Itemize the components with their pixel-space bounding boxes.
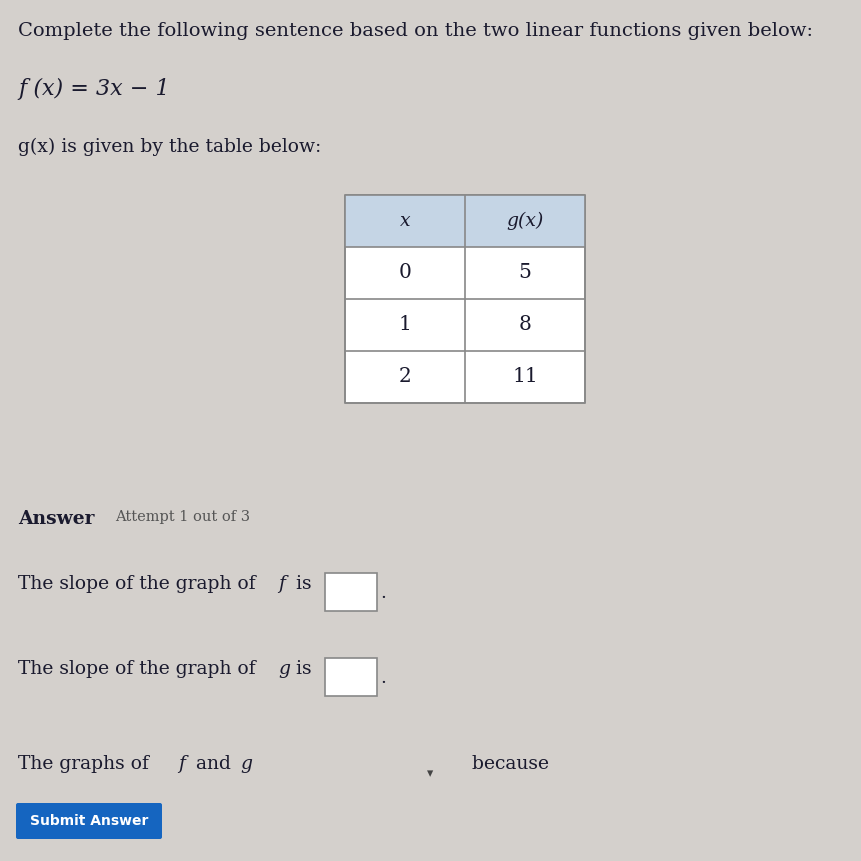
Text: f: f <box>178 755 185 773</box>
Bar <box>325 573 377 611</box>
Text: g(x): g(x) <box>506 212 543 230</box>
Text: 0: 0 <box>399 263 412 282</box>
Text: .: . <box>380 669 386 687</box>
Text: 8: 8 <box>518 315 531 335</box>
Text: Answer: Answer <box>18 510 95 528</box>
Text: g: g <box>278 660 290 678</box>
Text: The graphs of: The graphs of <box>18 755 155 773</box>
Text: because: because <box>460 755 549 773</box>
FancyBboxPatch shape <box>16 803 162 839</box>
Text: .: . <box>380 584 386 602</box>
Bar <box>345 195 585 247</box>
Text: 11: 11 <box>512 368 538 387</box>
Text: Attempt 1 out of 3: Attempt 1 out of 3 <box>115 510 251 524</box>
Text: 1: 1 <box>399 315 412 335</box>
Text: is: is <box>290 660 312 678</box>
Text: g: g <box>240 755 252 773</box>
Text: f (x) = 3x − 1: f (x) = 3x − 1 <box>18 78 170 100</box>
Text: 5: 5 <box>518 263 531 282</box>
Text: ▾: ▾ <box>427 767 433 781</box>
Text: 2: 2 <box>399 368 412 387</box>
Text: Submit Answer: Submit Answer <box>30 814 148 828</box>
Text: The slope of the graph of: The slope of the graph of <box>18 575 262 593</box>
Text: Complete the following sentence based on the two linear functions given below:: Complete the following sentence based on… <box>18 22 813 40</box>
Bar <box>345 195 585 403</box>
Text: The slope of the graph of: The slope of the graph of <box>18 660 262 678</box>
Text: f: f <box>278 575 285 593</box>
Text: g(x) is given by the table below:: g(x) is given by the table below: <box>18 138 321 156</box>
Bar <box>325 658 377 696</box>
Text: is: is <box>290 575 312 593</box>
Text: x: x <box>400 212 411 230</box>
Text: and: and <box>190 755 237 773</box>
